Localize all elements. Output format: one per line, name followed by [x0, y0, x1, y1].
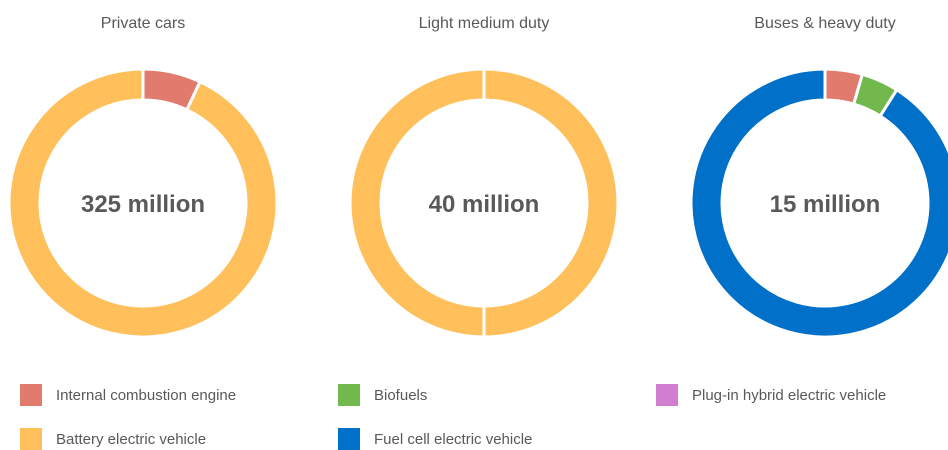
slice-buses-heavy-duty-fuel-cell-electric-vehicle: [689, 67, 948, 339]
legend-swatch-fuel-cell-electric-vehicle: [338, 428, 360, 450]
center-label-light-medium-duty: 40 million: [429, 191, 540, 218]
donut-chart-private-cars: Private cars 325 million: [7, 15, 279, 339]
legend-swatch-battery-electric-vehicle: [20, 428, 42, 450]
chart-title-private-cars: Private cars: [101, 15, 185, 32]
slice-light-medium-duty-battery-electric-vehicle: [348, 67, 620, 339]
center-label-private-cars: 325 million: [81, 191, 205, 218]
legend-item-fuel-cell-electric-vehicle: Fuel cell electric vehicle: [338, 428, 532, 450]
legend-item-plug-in-hybrid-electric-vehicle: Plug-in hybrid electric vehicle: [656, 384, 886, 406]
legend-swatch-biofuels: [338, 384, 360, 406]
legend-label-fuel-cell-electric-vehicle: Fuel cell electric vehicle: [374, 430, 533, 448]
donut-chart-buses-heavy-duty: Buses & heavy duty 15 million: [689, 15, 948, 339]
legend-item-internal-combustion-engine: Internal combustion engine: [20, 384, 236, 406]
legend-label-internal-combustion-engine: Internal combustion engine: [56, 386, 237, 404]
legend-label-battery-electric-vehicle: Battery electric vehicle: [56, 430, 207, 448]
legend-swatch-internal-combustion-engine: [20, 384, 42, 406]
legend-swatch-plug-in-hybrid-electric-vehicle: [656, 384, 678, 406]
donut-chart-light-medium-duty: Light medium duty 40 million: [348, 15, 620, 339]
legend-label-plug-in-hybrid-electric-vehicle: Plug-in hybrid electric vehicle: [692, 386, 887, 404]
slice-private-cars-battery-electric-vehicle: [7, 67, 279, 339]
chart-title-light-medium-duty: Light medium duty: [419, 15, 550, 32]
legend-item-biofuels: Biofuels: [338, 384, 427, 406]
center-label-buses-heavy-duty: 15 million: [770, 191, 881, 218]
chart-title-buses-heavy-duty: Buses & heavy duty: [754, 15, 895, 32]
legend-label-biofuels: Biofuels: [374, 386, 428, 404]
legend-item-battery-electric-vehicle: Battery electric vehicle: [20, 428, 206, 450]
